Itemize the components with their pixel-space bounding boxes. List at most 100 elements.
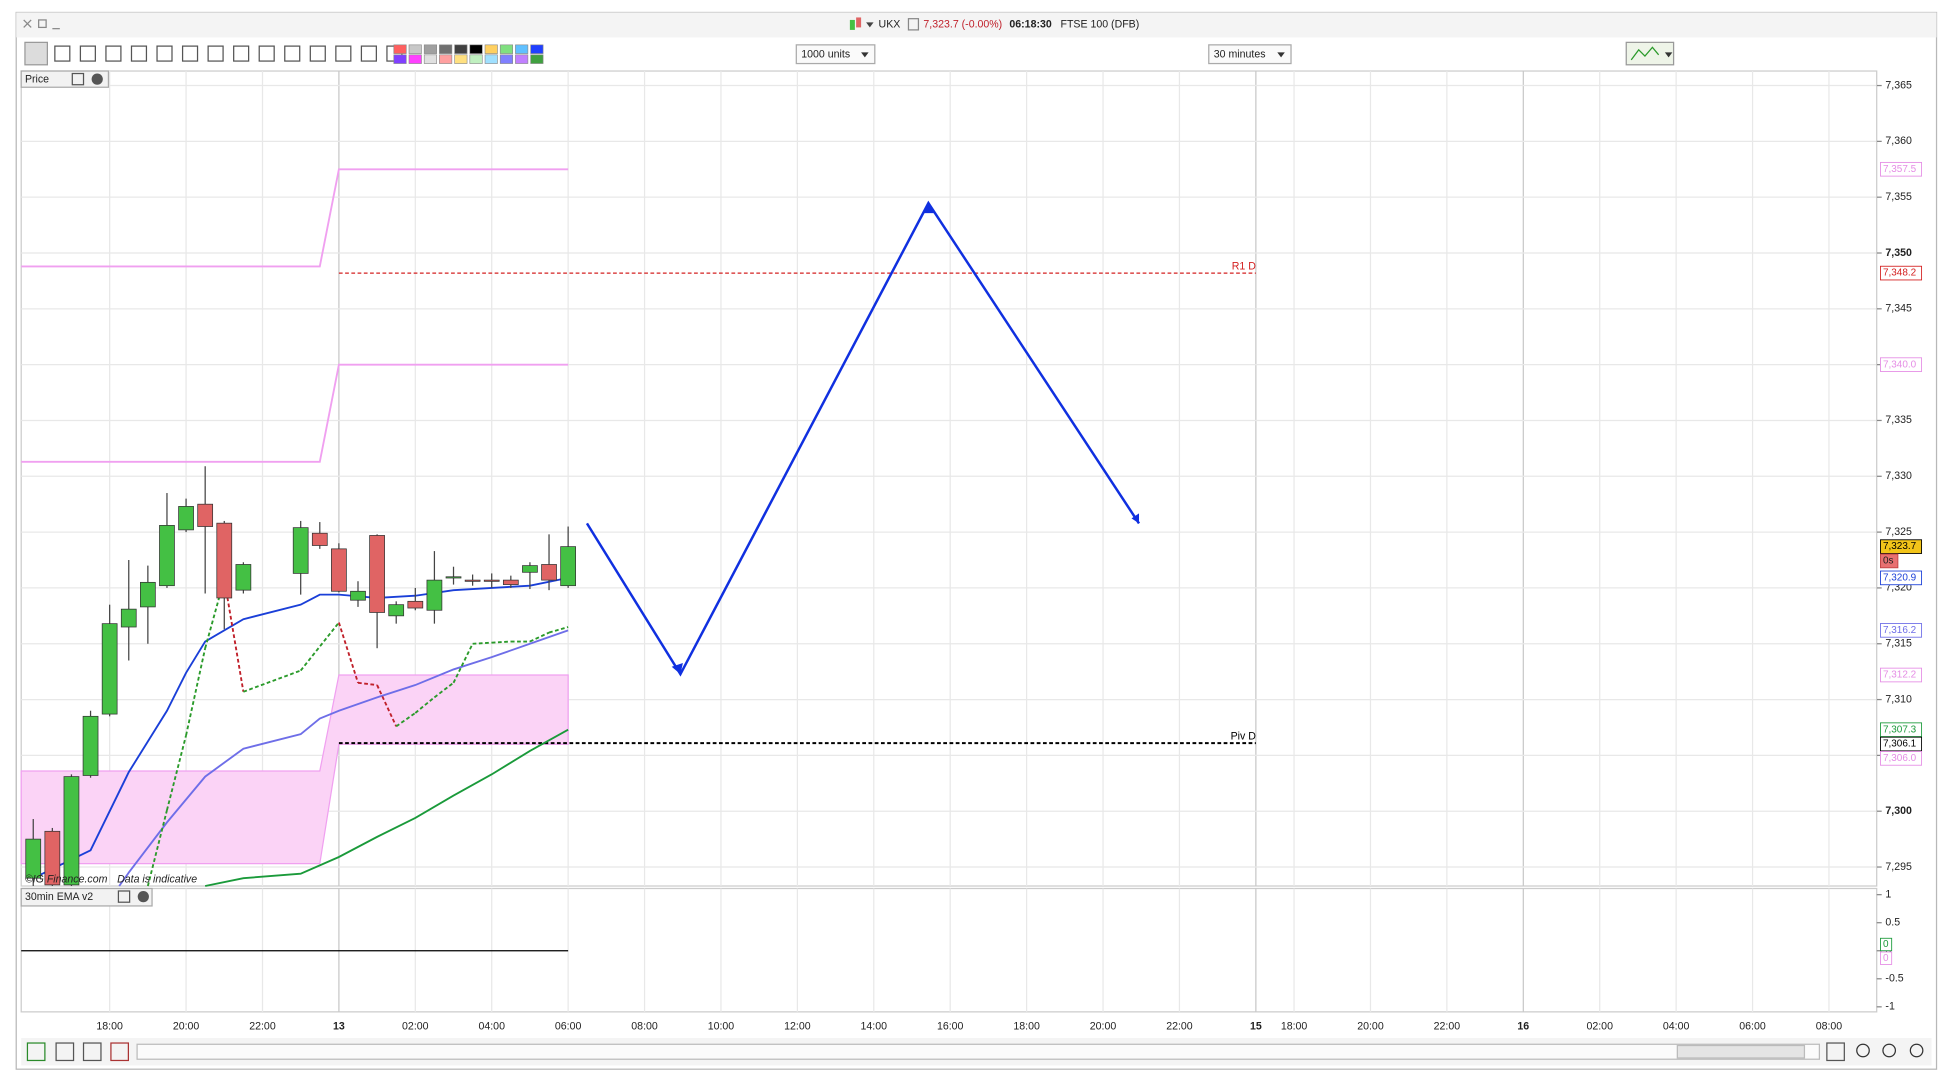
y-tick-label: 7,300 (1885, 805, 1912, 817)
scrollbar[interactable] (136, 1043, 1821, 1060)
color-swatch[interactable] (499, 44, 513, 54)
tool-button[interactable] (258, 45, 275, 62)
tool-button[interactable] (55, 1042, 75, 1062)
indicator-line (118, 629, 569, 887)
x-tick-label: 20:00 (1357, 1021, 1384, 1033)
price-label-box (1880, 751, 1923, 766)
candle-body (292, 527, 309, 574)
tool-button[interactable] (105, 45, 122, 62)
candle-body (407, 600, 424, 609)
interval-dropdown[interactable] (1208, 44, 1292, 65)
chart-type-button[interactable] (1625, 41, 1675, 66)
plot-area (20, 70, 1878, 887)
tool-button[interactable] (82, 1042, 102, 1062)
maximize-icon[interactable] (71, 72, 85, 86)
tool-button[interactable] (54, 45, 71, 62)
x-tick-label: 20:00 (173, 1021, 200, 1033)
countdown: 0s (1883, 556, 1894, 567)
color-swatch[interactable] (484, 44, 498, 54)
x-tick-label: 04:00 (1663, 1021, 1690, 1033)
tool-button[interactable] (207, 45, 224, 62)
instrument-icon (849, 19, 855, 30)
color-swatch[interactable] (454, 44, 468, 54)
indicator-value-box (1880, 937, 1893, 952)
select-tool[interactable] (24, 41, 48, 66)
restore-button[interactable] (38, 19, 47, 29)
color-swatch[interactable] (499, 54, 513, 64)
zoom-fit[interactable] (1856, 1043, 1870, 1058)
tool-button[interactable] (233, 45, 250, 62)
trend-arrow[interactable] (585, 200, 1141, 677)
zoom-out[interactable] (1882, 1043, 1897, 1058)
color-swatch[interactable] (439, 54, 453, 64)
title-bar (16, 12, 1937, 38)
window-controls[interactable] (23, 19, 60, 30)
color-swatch[interactable] (515, 44, 529, 54)
tool-button[interactable] (181, 45, 199, 62)
tool-button[interactable] (79, 45, 96, 62)
color-swatch[interactable] (469, 54, 483, 64)
color-swatch[interactable] (439, 44, 453, 54)
color-swatch[interactable] (484, 54, 498, 64)
x-tick-label: 08:00 (631, 1021, 658, 1033)
color-swatch[interactable] (515, 54, 529, 64)
candle-body (235, 564, 252, 591)
candle-body (63, 776, 80, 886)
color-swatch[interactable] (408, 54, 422, 64)
color-swatch[interactable] (530, 54, 544, 64)
tool-button[interactable] (156, 45, 173, 62)
close-panel-icon[interactable] (91, 73, 103, 85)
y-tick-label: 7,315 (1885, 638, 1912, 650)
panel-tab[interactable] (20, 70, 110, 88)
x-tick-label: 14:00 (861, 1021, 888, 1033)
y-tick-label: 7,360 (1885, 135, 1912, 147)
info-icon[interactable] (907, 18, 920, 31)
dropdown-arrow[interactable] (866, 22, 874, 28)
color-swatch[interactable] (530, 44, 544, 54)
dashed-indicator-segment (338, 622, 359, 684)
candle-body (311, 532, 328, 546)
indicator-value: 0 (1883, 939, 1889, 950)
candle-body (216, 522, 233, 599)
close-button[interactable] (23, 19, 32, 28)
color-swatch[interactable] (454, 54, 468, 64)
dashed-indicator-segment (243, 669, 302, 693)
tool-button[interactable] (110, 1042, 129, 1062)
indicator-tab[interactable]: 30min EMA v2 (20, 887, 153, 907)
units-dropdown[interactable] (795, 44, 876, 65)
units-value: 1000 units (801, 49, 850, 61)
candle-body (82, 715, 99, 776)
color-swatch[interactable] (393, 54, 407, 64)
tool-button[interactable] (1826, 1042, 1845, 1062)
candle-body (159, 525, 175, 587)
x-tick-label: 22:00 (1166, 1021, 1193, 1033)
dashed-indicator-segment (185, 648, 207, 736)
dropdown-arrow (1277, 52, 1285, 58)
candle-body (178, 506, 194, 531)
tool-button[interactable] (26, 1042, 46, 1062)
price-label: 7,320.9 (1883, 573, 1917, 584)
scroll-thumb[interactable] (1676, 1044, 1806, 1059)
y-tick-label: 7,295 (1885, 861, 1912, 873)
tool-button[interactable] (309, 45, 326, 62)
close-panel-icon[interactable] (137, 890, 149, 903)
color-swatch[interactable] (423, 54, 437, 64)
tool-button[interactable] (360, 45, 377, 62)
x-tick-label: 12:00 (784, 1021, 811, 1033)
annotation-drawing[interactable] (585, 200, 1141, 677)
level-label: Piv D (1231, 731, 1257, 743)
price-tab[interactable]: Price (20, 70, 110, 88)
color-swatch[interactable] (393, 44, 407, 54)
zoom-in[interactable] (1909, 1043, 1924, 1058)
dashed-indicator-segment (376, 684, 398, 727)
tool-button[interactable] (130, 45, 148, 62)
color-swatch[interactable] (408, 44, 422, 54)
color-swatch[interactable] (469, 44, 483, 54)
indicator-tick-label: -1 (1885, 1001, 1895, 1013)
tool-button[interactable] (284, 45, 301, 62)
price-label: 7,340.0 (1883, 359, 1917, 370)
color-swatch[interactable] (423, 44, 437, 54)
maximize-icon[interactable] (117, 890, 131, 903)
tool-button[interactable] (335, 45, 352, 62)
